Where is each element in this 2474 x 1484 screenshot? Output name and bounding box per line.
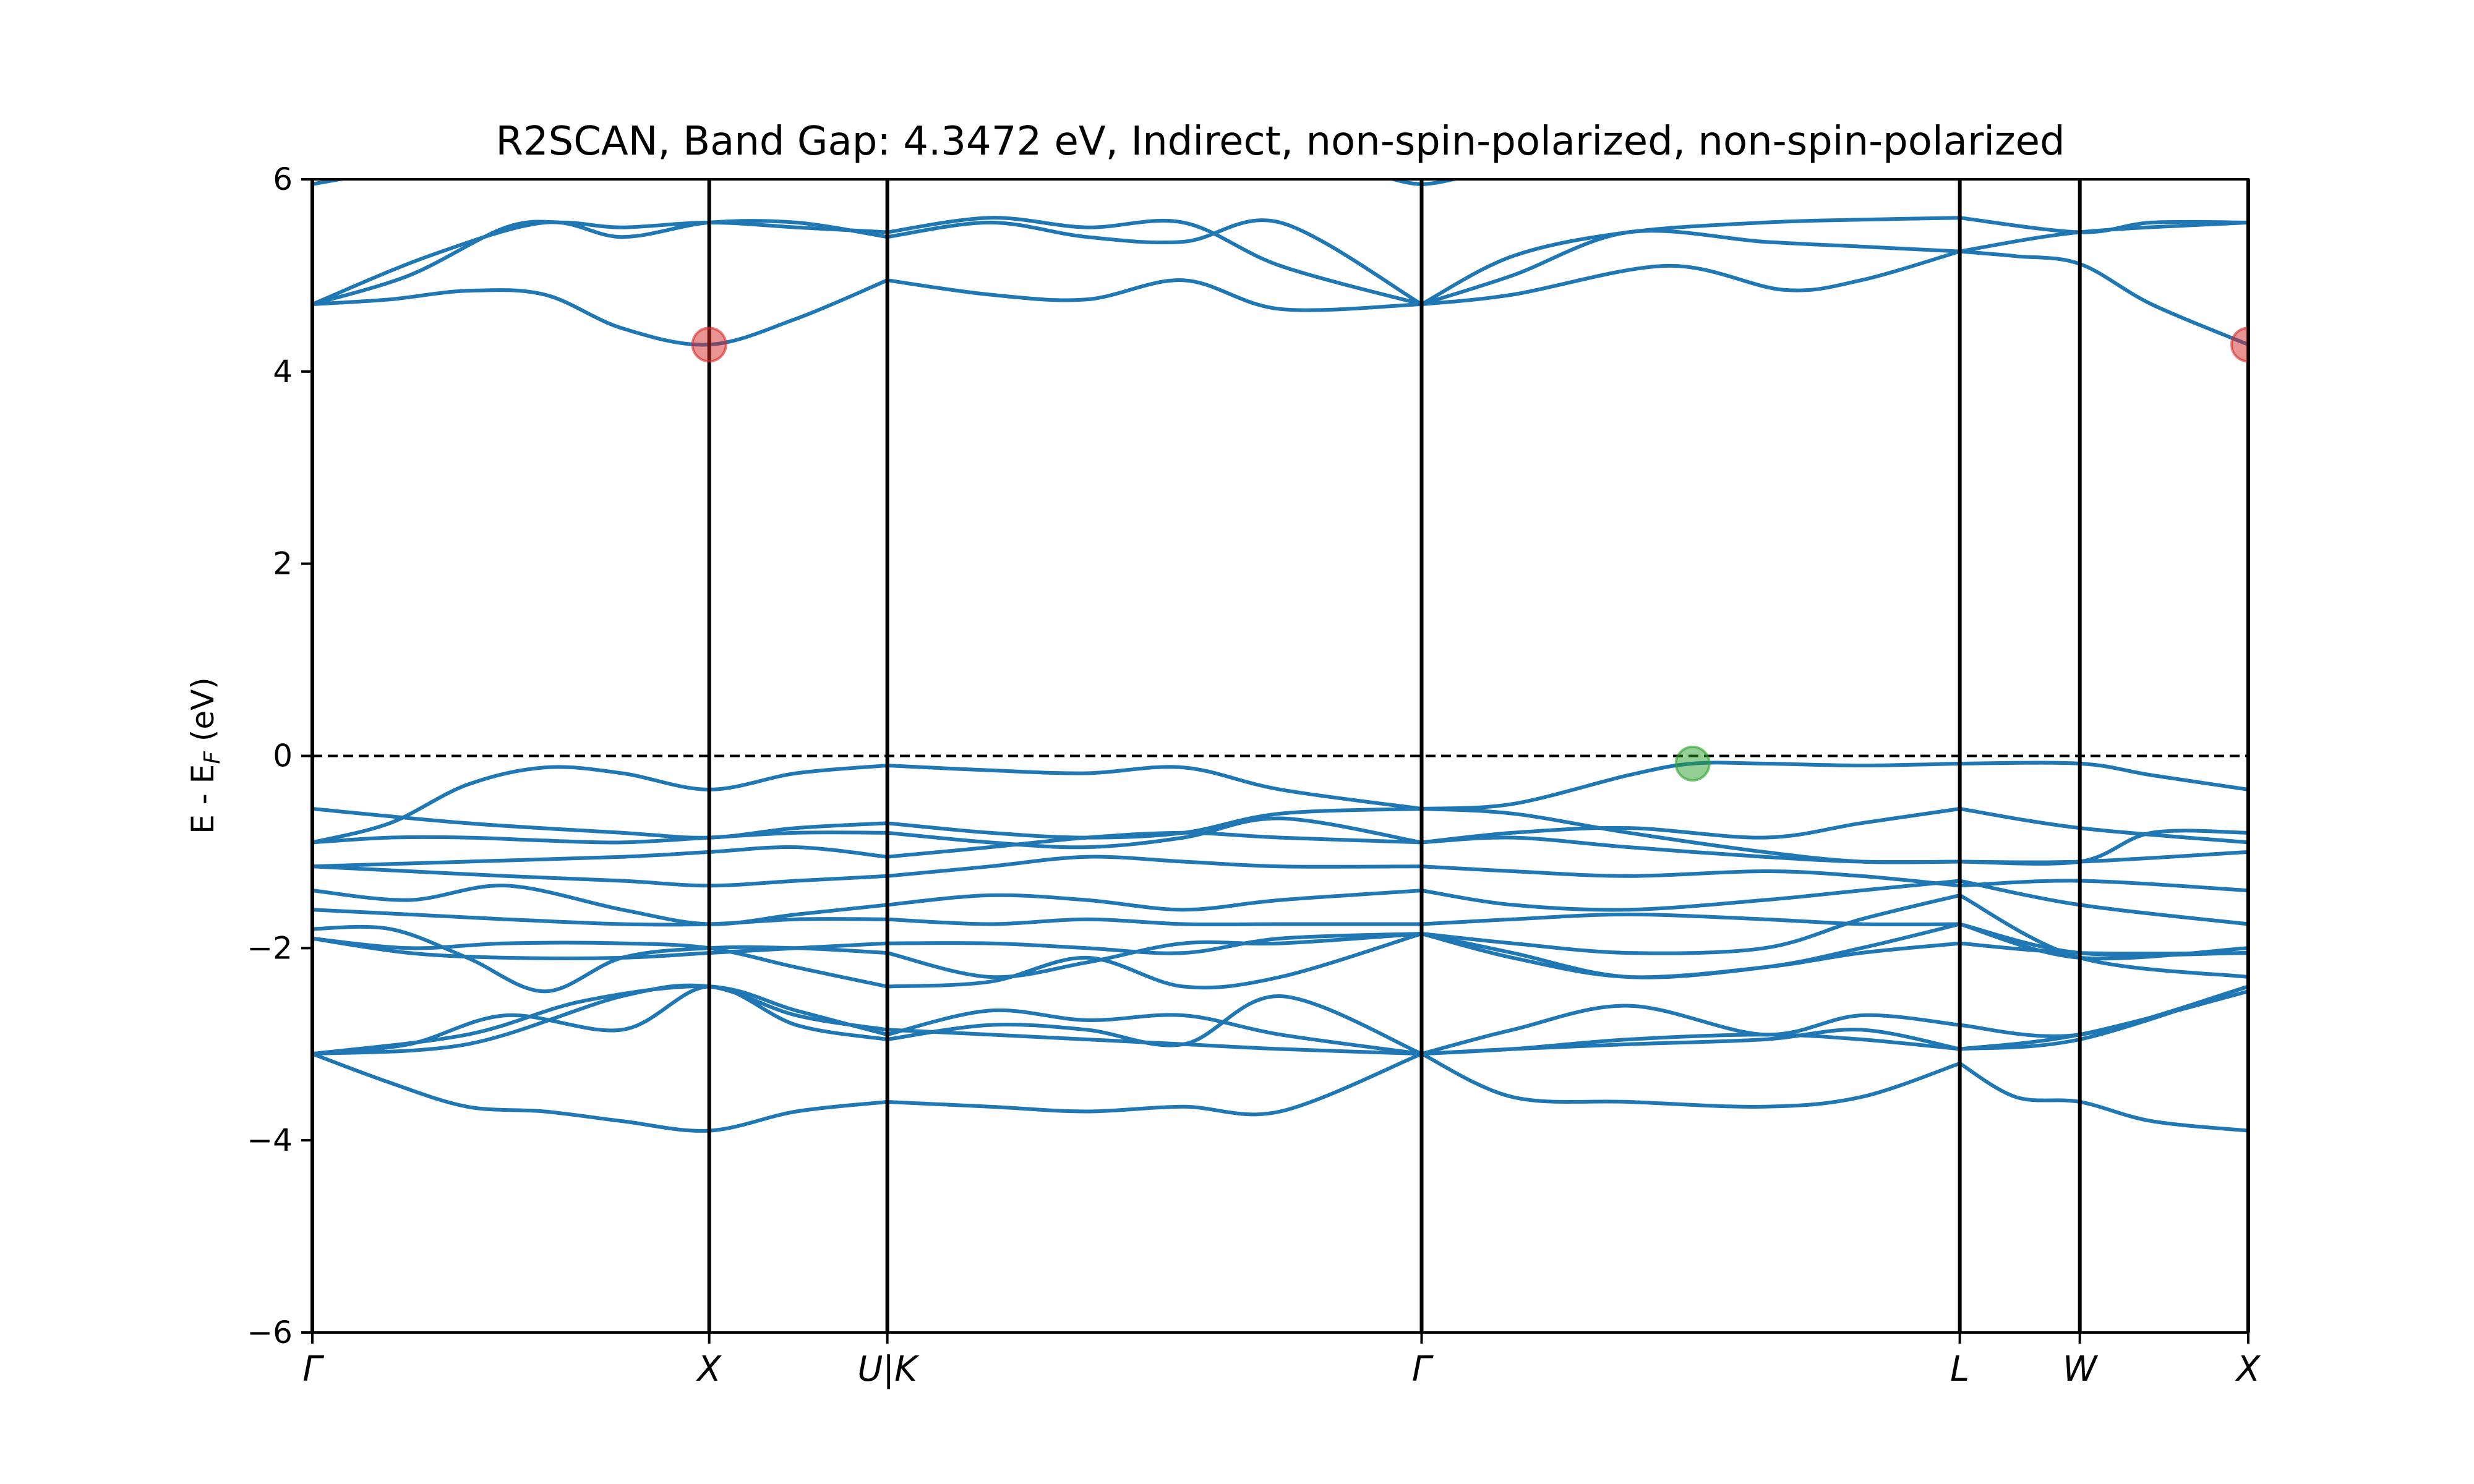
band-line (312, 983, 889, 1056)
kpoint-label: X (695, 1349, 722, 1389)
bands-layer (312, 179, 2248, 1133)
y-tick-label: 0 (273, 738, 293, 774)
band-line (1419, 835, 1962, 864)
vbm-marker (1674, 745, 1711, 782)
band-line (312, 807, 889, 840)
y-tick-label: 6 (273, 161, 293, 197)
band-line (312, 984, 889, 1056)
band-line (312, 864, 889, 888)
band-line (1419, 879, 1962, 912)
band-line (312, 936, 889, 960)
band-line (885, 218, 1424, 306)
kpoint-label: X (2235, 1349, 2261, 1389)
band-line (312, 845, 889, 869)
cbm-marker (691, 326, 727, 363)
band-line (885, 816, 1424, 850)
band-line (885, 932, 1424, 955)
band-line (885, 830, 1424, 859)
kpoint-label: Γ (1412, 1349, 1434, 1389)
cbm-marker (2230, 326, 2248, 363)
y-tick-label: 4 (273, 354, 293, 390)
band-line (1419, 249, 1962, 306)
band-line (885, 1052, 1424, 1117)
band-line (1958, 249, 2248, 347)
band-line (1958, 879, 2248, 893)
band-line (1419, 893, 1962, 955)
band-line (312, 936, 889, 989)
band-line (885, 1008, 1424, 1056)
band-line (312, 1052, 889, 1133)
chart-title: R2SCAN, Band Gap: 4.3472 eV, Indirect, n… (495, 119, 2065, 164)
band-line (312, 278, 889, 347)
y-axis-label-main: E - E (185, 764, 221, 834)
band-line (1419, 216, 1962, 306)
band-line (312, 884, 889, 926)
band-line (885, 278, 1424, 312)
band-line (312, 219, 889, 306)
band-line (312, 908, 889, 927)
band-line (885, 807, 1424, 840)
band-line (312, 830, 889, 845)
kpoint-label: L (1950, 1349, 1969, 1389)
band-line (885, 917, 1424, 927)
band-line (885, 889, 1424, 912)
band-line (1419, 229, 1962, 306)
kpoint-label: U|K (857, 1349, 920, 1389)
band-line (1958, 850, 2248, 864)
band-line (1419, 1052, 1962, 1109)
band-line (1419, 807, 1962, 845)
band-line (1419, 912, 1962, 927)
band-line (1958, 761, 2248, 791)
y-tick-label: −2 (247, 930, 293, 966)
band-line (312, 220, 889, 306)
y-axis-label-subscript: F (200, 751, 225, 764)
y-axis-label-unit: (eV) (185, 677, 221, 751)
band-line (885, 764, 1424, 811)
band-line (885, 932, 1424, 990)
band-line (1419, 932, 1962, 979)
band-line (885, 932, 1424, 979)
y-tick-label: 2 (273, 546, 293, 582)
band-line (1419, 1028, 1962, 1056)
band-line (885, 855, 1424, 878)
band-line (885, 216, 1424, 306)
band-line (1419, 1004, 1962, 1056)
y-axis-label: E - EF (eV) (185, 677, 225, 834)
band-line (1958, 941, 2248, 956)
markers-layer (691, 326, 2248, 782)
y-tick-label: −6 (247, 1315, 293, 1350)
y-axis: −6 −4 −2 0 2 4 6 (247, 161, 312, 1350)
kpoint-label: Γ (302, 1349, 324, 1389)
kpoint-label: W (2063, 1349, 2099, 1389)
band-line (1419, 864, 1962, 888)
x-axis: Γ X U|K Γ L W X (302, 1333, 2261, 1389)
y-tick-label: −4 (247, 1122, 293, 1158)
band-line (885, 1028, 1424, 1056)
band-line (1958, 989, 2248, 1051)
